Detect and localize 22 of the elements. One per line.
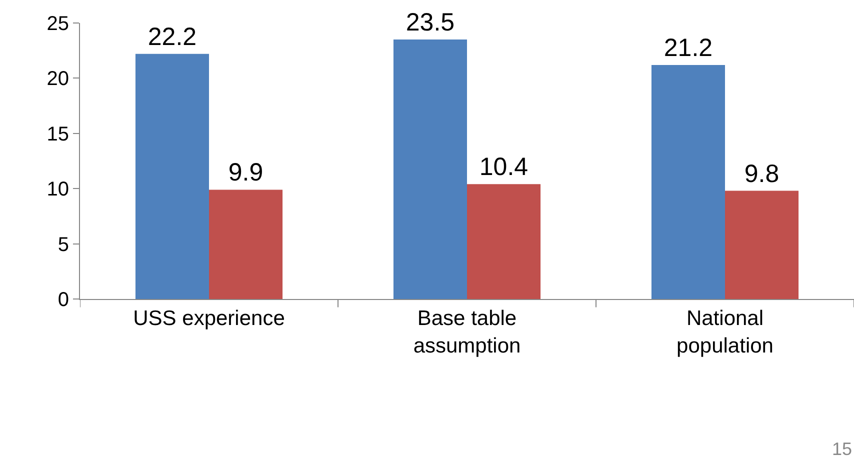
data-label: 22.2	[148, 22, 197, 51]
y-tick-label: 25	[46, 13, 69, 35]
data-label: 23.5	[406, 8, 455, 37]
bar	[725, 190, 799, 299]
bar	[393, 40, 467, 299]
x-tick-label: Base table assumption	[413, 307, 521, 358]
y-tick-label: 0	[58, 289, 69, 311]
y-tick-label: 15	[46, 123, 69, 146]
text: 15	[832, 439, 852, 459]
data-label: 9.8	[744, 160, 780, 188]
x-tick-label: USS experience	[133, 307, 285, 330]
y-tick-label: 5	[58, 234, 69, 256]
data-label: 21.2	[664, 34, 713, 62]
bar	[467, 184, 541, 299]
data-label: 9.9	[228, 158, 264, 187]
bar	[209, 190, 283, 299]
data-label: 10.4	[479, 153, 528, 182]
y-tick-label: 20	[46, 68, 69, 90]
bar	[135, 54, 209, 299]
x-tick-label: National population	[676, 307, 774, 358]
bar	[651, 64, 725, 299]
y-tick-label: 10	[46, 178, 69, 201]
